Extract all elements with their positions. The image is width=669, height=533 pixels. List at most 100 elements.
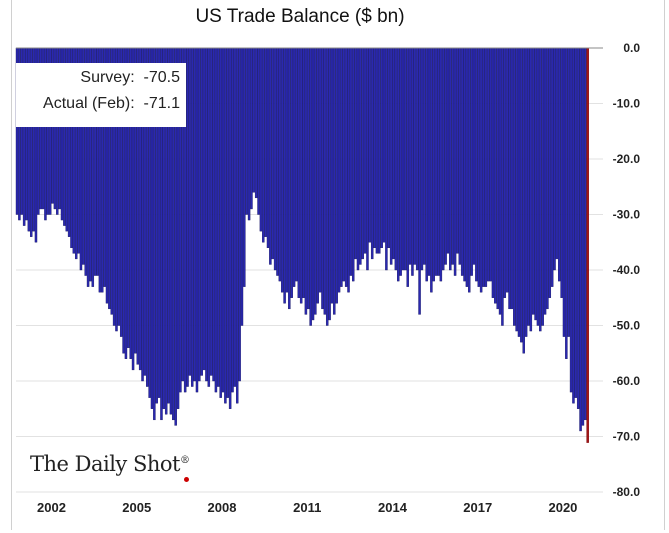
bar [356, 47, 360, 271]
bar [439, 47, 443, 282]
bar [262, 47, 265, 243]
bar [491, 47, 495, 298]
x-tick-label: 2008 [208, 500, 237, 515]
bar [503, 47, 507, 298]
bar [408, 47, 412, 265]
bar [328, 47, 331, 321]
y-tick-label: -50.0 [613, 319, 641, 333]
bar [193, 47, 196, 382]
bar [316, 47, 319, 304]
bar [309, 47, 312, 326]
bar [347, 47, 350, 293]
bar [297, 47, 301, 298]
y-tick-label: -40.0 [613, 263, 641, 277]
bar [221, 47, 225, 393]
bar [475, 47, 478, 282]
bar [432, 47, 435, 282]
bar [278, 47, 282, 282]
bar [314, 47, 317, 315]
actual-value: -71.1 [143, 95, 180, 112]
bar [546, 47, 549, 310]
bar [399, 47, 402, 276]
bar [323, 47, 327, 315]
bar [359, 47, 362, 265]
bar [292, 47, 296, 287]
bar [496, 47, 499, 310]
bar [200, 47, 203, 376]
bar [188, 47, 192, 376]
bar [373, 47, 376, 249]
bar [423, 47, 426, 265]
bar [581, 47, 585, 426]
y-tick-label: 0.0 [623, 41, 640, 55]
bar [226, 47, 229, 398]
bar [252, 47, 256, 193]
bar [565, 47, 568, 359]
bar [510, 47, 514, 310]
bar [321, 47, 324, 310]
y-tick-label: -60.0 [613, 374, 641, 388]
bar [392, 47, 395, 260]
bar [453, 47, 457, 276]
bar [330, 47, 334, 304]
x-tick-label: 2017 [463, 500, 492, 515]
bar [550, 47, 554, 287]
bar [240, 47, 244, 326]
bar [501, 47, 504, 326]
bar [212, 47, 215, 382]
bar [415, 47, 419, 271]
survey-label: Survey: [80, 69, 135, 86]
bar [186, 47, 189, 387]
bar [524, 47, 528, 337]
bar [522, 47, 525, 354]
bar [333, 47, 336, 315]
x-tick-label: 2014 [378, 500, 408, 515]
bar [264, 47, 267, 237]
bar [401, 47, 405, 271]
bar [335, 47, 338, 304]
bar [276, 47, 279, 276]
bar [243, 47, 246, 287]
bar [531, 47, 535, 315]
bar [307, 47, 310, 310]
bar [477, 47, 480, 287]
bar [572, 47, 575, 404]
bar [425, 47, 428, 282]
bar [541, 47, 544, 326]
bar [236, 47, 239, 404]
bar [233, 47, 237, 387]
bar [446, 47, 450, 254]
bar [385, 47, 388, 271]
bar [418, 47, 421, 315]
bar [290, 47, 293, 298]
bar [198, 47, 201, 382]
bar [342, 47, 346, 282]
bar [517, 47, 521, 337]
bar [295, 47, 298, 282]
bar [280, 47, 284, 293]
bar [472, 47, 476, 265]
bar [370, 47, 374, 260]
bar [465, 47, 469, 287]
x-tick-label: 2020 [548, 500, 577, 515]
y-tick-label: -20.0 [613, 152, 641, 166]
y-tick-label: -80.0 [613, 485, 641, 499]
bar [536, 47, 540, 326]
bar [273, 47, 277, 271]
bar [520, 47, 523, 343]
bar [361, 47, 364, 260]
bar [451, 47, 454, 265]
bar [558, 47, 561, 282]
x-tick-label: 2002 [37, 500, 66, 515]
bar [434, 47, 438, 276]
bar [363, 47, 367, 254]
bar [397, 47, 400, 282]
bar [553, 47, 556, 271]
bar [543, 47, 547, 315]
bar [354, 47, 357, 260]
chart-frame [11, 0, 665, 530]
bar [562, 47, 566, 337]
bar [494, 47, 497, 304]
